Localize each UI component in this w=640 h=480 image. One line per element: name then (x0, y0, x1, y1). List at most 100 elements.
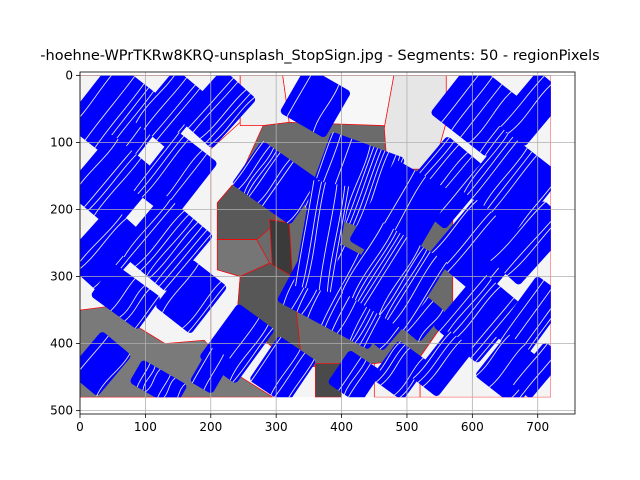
sign-flow-4-streak (326, 185, 346, 292)
flow-tile-23-streak (229, 324, 269, 381)
flow-tile-19-streak (394, 357, 424, 396)
grid (79, 72, 575, 414)
sign-flow-4-streak (329, 186, 350, 293)
flow-tile-24-streak (187, 284, 226, 333)
flow-tile-12-streak (490, 155, 537, 214)
flow-tile-1-streak (151, 84, 196, 137)
flow-tile-26-streak (156, 374, 171, 398)
sign-flow-3-streak (257, 159, 291, 204)
flow-tile-29-streak (406, 300, 434, 333)
flow-tile-1-streak (156, 88, 200, 141)
flow-tile-5-streak (80, 218, 127, 273)
sign-flow-3-streak (243, 147, 274, 194)
flow-tile-8-streak (312, 84, 340, 133)
flow-tile-27-streak (80, 335, 109, 378)
flow-tile-6-streak (158, 229, 208, 287)
flow-tile-8 (280, 75, 351, 138)
sign-flow-5-streak (351, 228, 394, 299)
flow-tile-10-streak (507, 82, 551, 134)
flow-tile-22-streak (284, 359, 315, 398)
flow-tile-20-streak (412, 331, 452, 379)
sign-flow-0-streak (304, 131, 334, 208)
flow-tile-3-streak (80, 138, 119, 197)
flow-tile-9-streak (468, 91, 512, 144)
flow-tile-12-fill (462, 133, 551, 233)
flow-tile-20-streak (417, 335, 457, 383)
plot-area: 0 100 200 300 400 500 600 700 0 100 200 300 400 500 (50, 68, 576, 434)
flow-tile-24 (156, 260, 227, 333)
flow-tile-26-streak (145, 368, 161, 393)
flow-tile-7-streak (110, 278, 136, 312)
flow-tile-23-streak (232, 327, 274, 383)
sign-flow-3-streak (246, 150, 278, 196)
sign-flow-5-streak (354, 230, 398, 301)
flow-tile-6-streak (154, 225, 203, 284)
flow-tile-2-streak (192, 81, 238, 133)
x-tick-label: 0 (76, 420, 84, 434)
flow-tile-22-streak (274, 352, 306, 398)
flow-tile-10-streak (500, 75, 545, 128)
sign-flow-5-streak (392, 255, 438, 324)
flow-tile-12-streak (463, 133, 509, 193)
flow-tile-7 (91, 264, 160, 329)
sign-flow-5-streak (387, 251, 431, 321)
flow-tile-27-fill (80, 332, 131, 396)
flow-tile-5-streak (80, 214, 123, 271)
flow-tile-27 (80, 332, 131, 397)
x-tick-label: 700 (526, 420, 549, 434)
flow-tile-22-streak (250, 336, 282, 382)
sign-flow-4-fill (293, 180, 350, 292)
flow-tile-3-streak (88, 154, 137, 211)
flow-tile-26-streak (159, 377, 176, 398)
sign-flow-5-streak (378, 245, 421, 315)
chart-title: -hoehne-WPrTKRw8KRQ-unsplash_StopSign.jp… (40, 48, 599, 64)
sign-flow-4-streak (301, 181, 323, 288)
flow-tile-7-fill (91, 264, 160, 329)
flow-tile-18-streak (522, 351, 551, 394)
flow-tile-7-streak (119, 285, 146, 318)
flow-tile-15-streak (444, 278, 492, 337)
sign-flow-0-streak (356, 150, 386, 227)
sign-flow-0-streak (344, 145, 371, 222)
flow-tile-4-streak (141, 139, 189, 198)
x-tick-label: 300 (265, 420, 288, 434)
segmentation-image (80, 75, 551, 398)
flow-tile-0-streak (84, 76, 135, 141)
sign-flow-5-streak (384, 249, 428, 319)
flow-tile-14-streak (504, 212, 551, 274)
flow-tile-26-streak (136, 363, 151, 388)
sign-flow-0-streak (345, 146, 375, 223)
sign-flow-4-streak (295, 180, 315, 287)
sign-flow-3-streak (238, 145, 271, 190)
flow-tile-22 (250, 336, 316, 398)
flow-tile-12-streak (486, 151, 533, 211)
flow-tile-2-streak (205, 93, 251, 144)
flow-tile-6-streak (163, 233, 212, 291)
x-tick-label: 200 (199, 420, 222, 434)
flow-tile-12-streak (482, 147, 528, 208)
flow-tile-26 (130, 360, 187, 398)
flow-tile-4-streak (137, 135, 185, 195)
flow-tile-5-fill (80, 206, 149, 293)
flow-tile-19-streak (376, 344, 406, 383)
flow-tile-25-streak (203, 354, 225, 390)
flow-tile-29-streak (418, 309, 444, 342)
flow-tile-18-streak (512, 343, 548, 386)
axes-frame (79, 71, 576, 415)
flow-tile-27-streak (96, 353, 131, 397)
flow-tile-21-streak (338, 357, 362, 391)
sign-flow-5-streak (403, 261, 448, 331)
sign-flow-5-streak (363, 236, 408, 306)
flow-tile-26-streak (170, 383, 186, 398)
flow-tile-13-fill (429, 199, 529, 300)
x-tick-label: 400 (330, 420, 353, 434)
flow-tile-24-streak (182, 281, 222, 329)
flow-tile-7-streak (124, 288, 150, 322)
flow-tile-6-streak (123, 199, 171, 258)
flow-tile-6-streak (127, 202, 176, 261)
flow-tile-15-streak (438, 275, 488, 332)
flow-tile-26-streak (142, 366, 156, 391)
flow-tile-3-streak (83, 150, 133, 208)
